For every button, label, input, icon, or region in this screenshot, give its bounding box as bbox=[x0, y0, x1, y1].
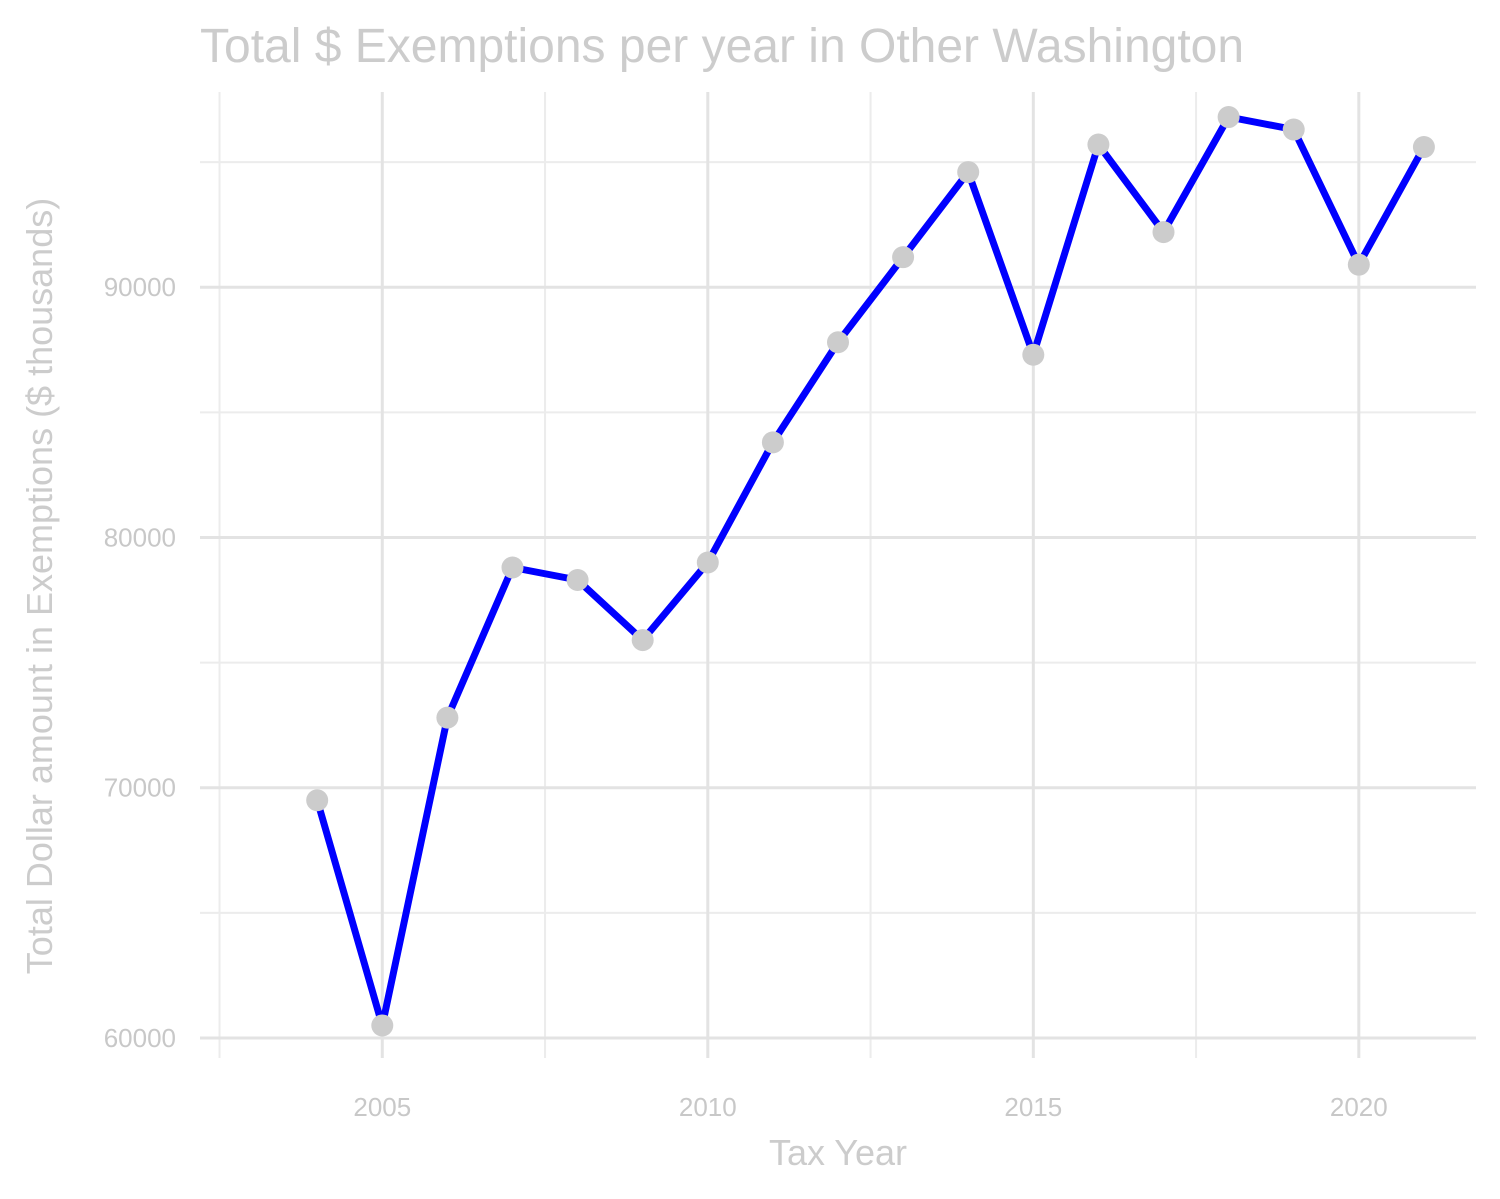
y-tick-label: 80000 bbox=[104, 522, 176, 552]
x-tick-labels: 2005 2010 2015 2020 bbox=[353, 1092, 1387, 1122]
chart-title: Total $ Exemptions per year in Other Was… bbox=[200, 20, 1244, 73]
major-gridlines-y bbox=[200, 285, 1476, 1040]
y-tick-label: 60000 bbox=[104, 1023, 176, 1053]
data-point bbox=[1152, 221, 1175, 244]
x-tick-label: 2015 bbox=[1004, 1092, 1062, 1122]
series-lines bbox=[313, 113, 1428, 1029]
data-point bbox=[696, 551, 719, 574]
x-tick-label: 2020 bbox=[1330, 1092, 1388, 1122]
data-point bbox=[1087, 133, 1110, 156]
data-point bbox=[761, 431, 784, 454]
major-gridlines-x bbox=[380, 92, 1361, 1058]
data-point bbox=[566, 569, 589, 592]
data-point bbox=[827, 331, 849, 354]
data-point bbox=[371, 1014, 394, 1037]
minor-gridlines-y bbox=[200, 161, 1476, 914]
minor-gridlines-x bbox=[218, 92, 1198, 1058]
data-point bbox=[631, 629, 654, 652]
series-points bbox=[306, 106, 1435, 1037]
data-point bbox=[1347, 253, 1370, 276]
x-tick-label: 2005 bbox=[353, 1092, 411, 1122]
series-line bbox=[313, 113, 1428, 1029]
y-tick-label: 90000 bbox=[104, 272, 176, 302]
data-point bbox=[436, 706, 459, 729]
data-point bbox=[892, 246, 915, 269]
y-axis-label: Total Dollar amount in Exemptions ($ tho… bbox=[19, 198, 60, 974]
data-point bbox=[306, 789, 329, 812]
y-tick-label: 70000 bbox=[104, 773, 176, 803]
data-point bbox=[1217, 106, 1240, 129]
data-point bbox=[501, 556, 524, 579]
x-axis-label: Tax Year bbox=[769, 1132, 907, 1173]
x-tick-label: 2010 bbox=[679, 1092, 737, 1122]
data-point bbox=[1282, 118, 1305, 141]
data-point bbox=[1412, 136, 1435, 159]
data-point bbox=[1022, 343, 1045, 366]
y-tick-labels: 60000 70000 80000 90000 bbox=[104, 272, 176, 1053]
data-point bbox=[957, 161, 980, 184]
